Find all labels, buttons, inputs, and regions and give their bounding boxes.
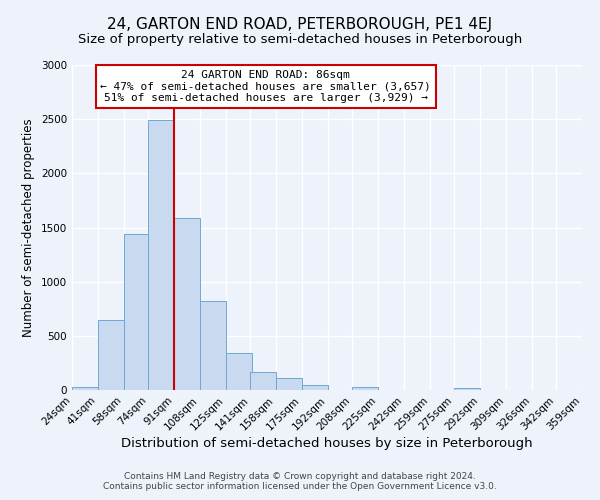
Bar bbox=[226, 353, 251, 390]
X-axis label: Distribution of semi-detached houses by size in Peterborough: Distribution of semi-detached houses by … bbox=[121, 438, 533, 450]
Bar bbox=[276, 378, 302, 390]
Bar bbox=[174, 218, 200, 390]
Bar bbox=[352, 387, 378, 390]
Bar bbox=[200, 300, 226, 390]
Text: 24 GARTON END ROAD: 86sqm
← 47% of semi-detached houses are smaller (3,657)
51% : 24 GARTON END ROAD: 86sqm ← 47% of semi-… bbox=[100, 70, 431, 103]
Bar bbox=[148, 120, 174, 390]
Bar bbox=[302, 384, 328, 390]
Bar bbox=[72, 387, 98, 390]
Bar bbox=[454, 388, 480, 390]
Text: 24, GARTON END ROAD, PETERBOROUGH, PE1 4EJ: 24, GARTON END ROAD, PETERBOROUGH, PE1 4… bbox=[107, 18, 493, 32]
Text: Contains HM Land Registry data © Crown copyright and database right 2024.: Contains HM Land Registry data © Crown c… bbox=[124, 472, 476, 481]
Bar bbox=[250, 372, 276, 390]
Bar bbox=[98, 320, 124, 390]
Y-axis label: Number of semi-detached properties: Number of semi-detached properties bbox=[22, 118, 35, 337]
Bar bbox=[124, 234, 149, 390]
Text: Size of property relative to semi-detached houses in Peterborough: Size of property relative to semi-detach… bbox=[78, 32, 522, 46]
Text: Contains public sector information licensed under the Open Government Licence v3: Contains public sector information licen… bbox=[103, 482, 497, 491]
